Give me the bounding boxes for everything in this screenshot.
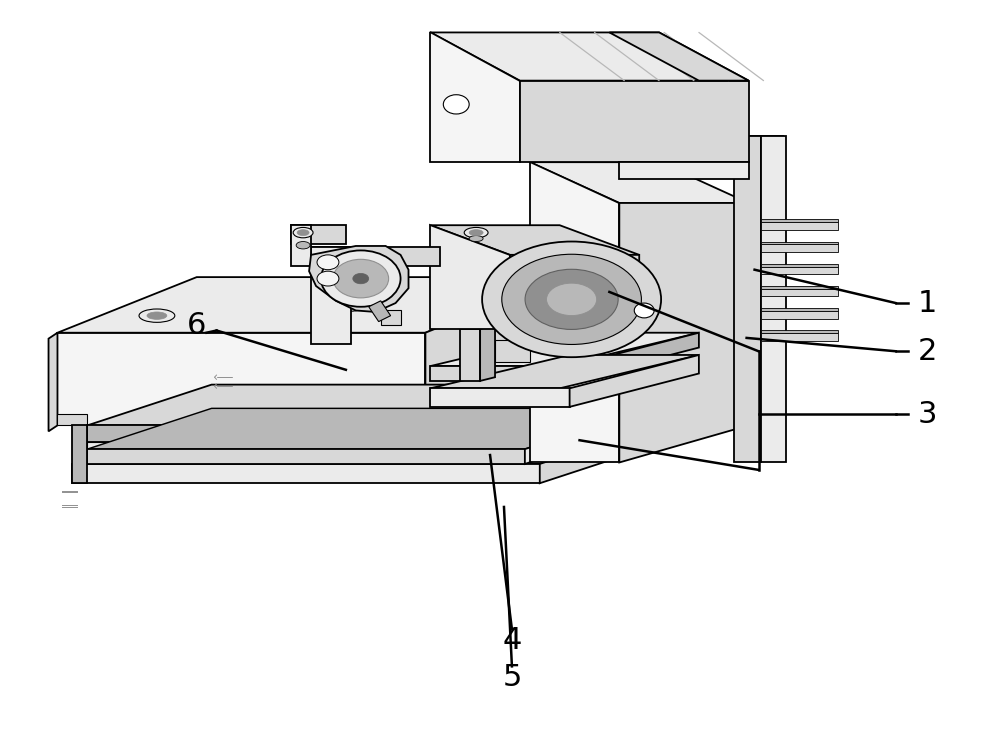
Polygon shape [761, 220, 838, 223]
Text: 1: 1 [918, 288, 937, 317]
Polygon shape [761, 309, 838, 311]
Polygon shape [734, 136, 783, 158]
Polygon shape [609, 32, 749, 81]
Polygon shape [540, 424, 664, 483]
Ellipse shape [469, 229, 483, 235]
Polygon shape [525, 385, 649, 441]
Polygon shape [57, 277, 565, 332]
Polygon shape [87, 425, 525, 441]
Polygon shape [619, 162, 749, 179]
Polygon shape [460, 329, 480, 381]
Polygon shape [761, 264, 838, 267]
Polygon shape [430, 366, 570, 381]
Ellipse shape [469, 235, 483, 241]
Polygon shape [87, 449, 525, 464]
Polygon shape [761, 289, 838, 297]
Ellipse shape [353, 273, 369, 284]
Polygon shape [570, 355, 699, 407]
Polygon shape [309, 246, 409, 312]
Ellipse shape [525, 269, 618, 329]
Ellipse shape [317, 255, 339, 270]
Text: 6: 6 [187, 311, 206, 340]
Polygon shape [761, 136, 786, 462]
Ellipse shape [333, 259, 389, 298]
Text: 2: 2 [918, 337, 937, 366]
Polygon shape [734, 136, 761, 462]
Polygon shape [761, 333, 838, 341]
Ellipse shape [139, 309, 175, 323]
Polygon shape [570, 332, 699, 381]
Ellipse shape [297, 229, 309, 235]
Polygon shape [430, 355, 699, 388]
Ellipse shape [464, 227, 488, 238]
Ellipse shape [502, 254, 641, 344]
Polygon shape [761, 311, 838, 319]
Polygon shape [311, 247, 351, 344]
Polygon shape [530, 162, 749, 203]
Polygon shape [495, 340, 530, 362]
Polygon shape [430, 388, 570, 407]
Polygon shape [761, 223, 838, 229]
Text: 4: 4 [502, 626, 522, 655]
Polygon shape [87, 385, 649, 425]
Ellipse shape [547, 283, 597, 315]
Polygon shape [430, 332, 699, 366]
Ellipse shape [293, 227, 313, 238]
Polygon shape [49, 332, 57, 431]
Ellipse shape [317, 271, 339, 286]
Polygon shape [430, 225, 639, 255]
Polygon shape [87, 409, 649, 449]
Polygon shape [530, 162, 619, 462]
Text: 5: 5 [502, 663, 522, 692]
Polygon shape [57, 415, 87, 425]
Polygon shape [72, 425, 87, 483]
Polygon shape [369, 301, 391, 322]
Polygon shape [311, 247, 440, 266]
Polygon shape [72, 464, 540, 483]
Polygon shape [430, 32, 520, 162]
Polygon shape [761, 330, 838, 333]
Polygon shape [510, 255, 639, 329]
Polygon shape [761, 267, 838, 274]
Polygon shape [761, 241, 838, 244]
Polygon shape [291, 225, 346, 244]
Polygon shape [430, 32, 749, 81]
Polygon shape [430, 225, 510, 329]
Ellipse shape [634, 303, 654, 318]
Polygon shape [425, 277, 565, 425]
Ellipse shape [548, 246, 572, 264]
Polygon shape [520, 81, 749, 162]
Ellipse shape [147, 312, 167, 320]
Ellipse shape [296, 241, 310, 249]
Ellipse shape [345, 305, 357, 309]
Text: 3: 3 [918, 400, 937, 429]
Polygon shape [87, 441, 525, 449]
Ellipse shape [321, 250, 401, 307]
Polygon shape [72, 424, 664, 464]
Polygon shape [761, 244, 838, 252]
Polygon shape [57, 332, 425, 425]
Ellipse shape [482, 241, 661, 357]
Polygon shape [291, 225, 311, 266]
Polygon shape [381, 311, 401, 325]
Polygon shape [480, 325, 495, 381]
Ellipse shape [443, 95, 469, 114]
Ellipse shape [340, 303, 362, 311]
Polygon shape [761, 286, 838, 289]
Polygon shape [525, 409, 649, 464]
Polygon shape [619, 203, 749, 462]
